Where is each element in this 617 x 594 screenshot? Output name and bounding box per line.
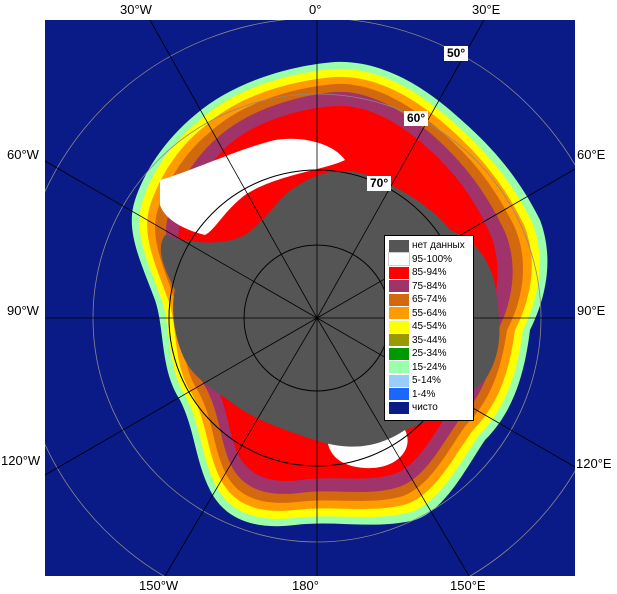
lon-label-30e: 30°E — [472, 2, 501, 17]
legend-label: 75-84% — [412, 280, 447, 292]
legend-swatch — [389, 388, 409, 401]
ice-patch-95-100-west — [160, 138, 345, 235]
lat-label-70: 70° — [367, 176, 392, 191]
legend-item: 35-44% — [389, 334, 469, 348]
legend-swatch — [389, 401, 409, 414]
lon-label-150w: 150°W — [139, 578, 179, 593]
legend-label: 35-44% — [412, 334, 447, 346]
legend-item: 45-54% — [389, 320, 469, 334]
legend-label: 1-4% — [412, 388, 436, 400]
legend-swatch — [389, 266, 409, 279]
lon-label-90e: 90°E — [577, 303, 606, 318]
lon-label-120e: 120°E — [576, 456, 612, 471]
legend-item: 65-74% — [389, 293, 469, 307]
legend-swatch — [388, 252, 410, 267]
legend-swatch — [389, 293, 409, 306]
legend-item: 75-84% — [389, 280, 469, 294]
legend-item: 15-24% — [389, 361, 469, 375]
legend-swatch — [389, 347, 409, 360]
legend-swatch — [389, 239, 409, 252]
lat-label-50: 50° — [444, 46, 469, 61]
lon-label-60w: 60°W — [7, 147, 39, 162]
legend-item: 25-34% — [389, 347, 469, 361]
legend-swatch — [389, 320, 409, 333]
lat-label-60: 60° — [404, 111, 429, 126]
legend-label: 95-100% — [412, 253, 453, 265]
lon-label-180: 180° — [292, 578, 319, 593]
legend-label: 15-24% — [412, 361, 447, 373]
legend-item: 85-94% — [389, 266, 469, 280]
legend-label: 25-34% — [412, 348, 447, 360]
legend-swatch — [389, 334, 409, 347]
legend-swatch — [389, 307, 409, 320]
legend-item: 5-14% — [389, 374, 469, 388]
legend-label: чисто — [412, 402, 438, 414]
legend-item: 95-100% — [388, 252, 469, 267]
lon-label-150e: 150°E — [450, 578, 486, 593]
lon-label-30w: 30°W — [120, 2, 152, 17]
map-canvas — [45, 20, 575, 576]
legend-label: 45-54% — [412, 321, 447, 333]
legend-item: нет данных — [389, 239, 469, 253]
legend-label: 65-74% — [412, 294, 447, 306]
legend-item: 55-64% — [389, 307, 469, 321]
lon-label-0: 0° — [309, 2, 322, 17]
legend-label: 55-64% — [412, 307, 447, 319]
legend-swatch — [389, 280, 409, 293]
sea-ice-map: нет данных 95-100% 85-94% 75-84% 65-74% 55-64… — [45, 20, 575, 576]
legend-label: 85-94% — [412, 267, 447, 279]
legend-label: 5-14% — [412, 375, 441, 387]
legend: нет данных 95-100% 85-94% 75-84% 65-74% 55-64… — [384, 235, 474, 421]
lon-label-90w: 90°W — [7, 303, 39, 318]
legend-swatch — [389, 374, 409, 387]
legend-swatch — [389, 361, 409, 374]
lon-label-120w: 120°W — [1, 453, 41, 468]
lon-label-60e: 60°E — [577, 147, 606, 162]
legend-item: 1-4% — [389, 388, 469, 402]
legend-item: чисто — [389, 401, 469, 415]
legend-label: нет данных — [412, 240, 465, 252]
